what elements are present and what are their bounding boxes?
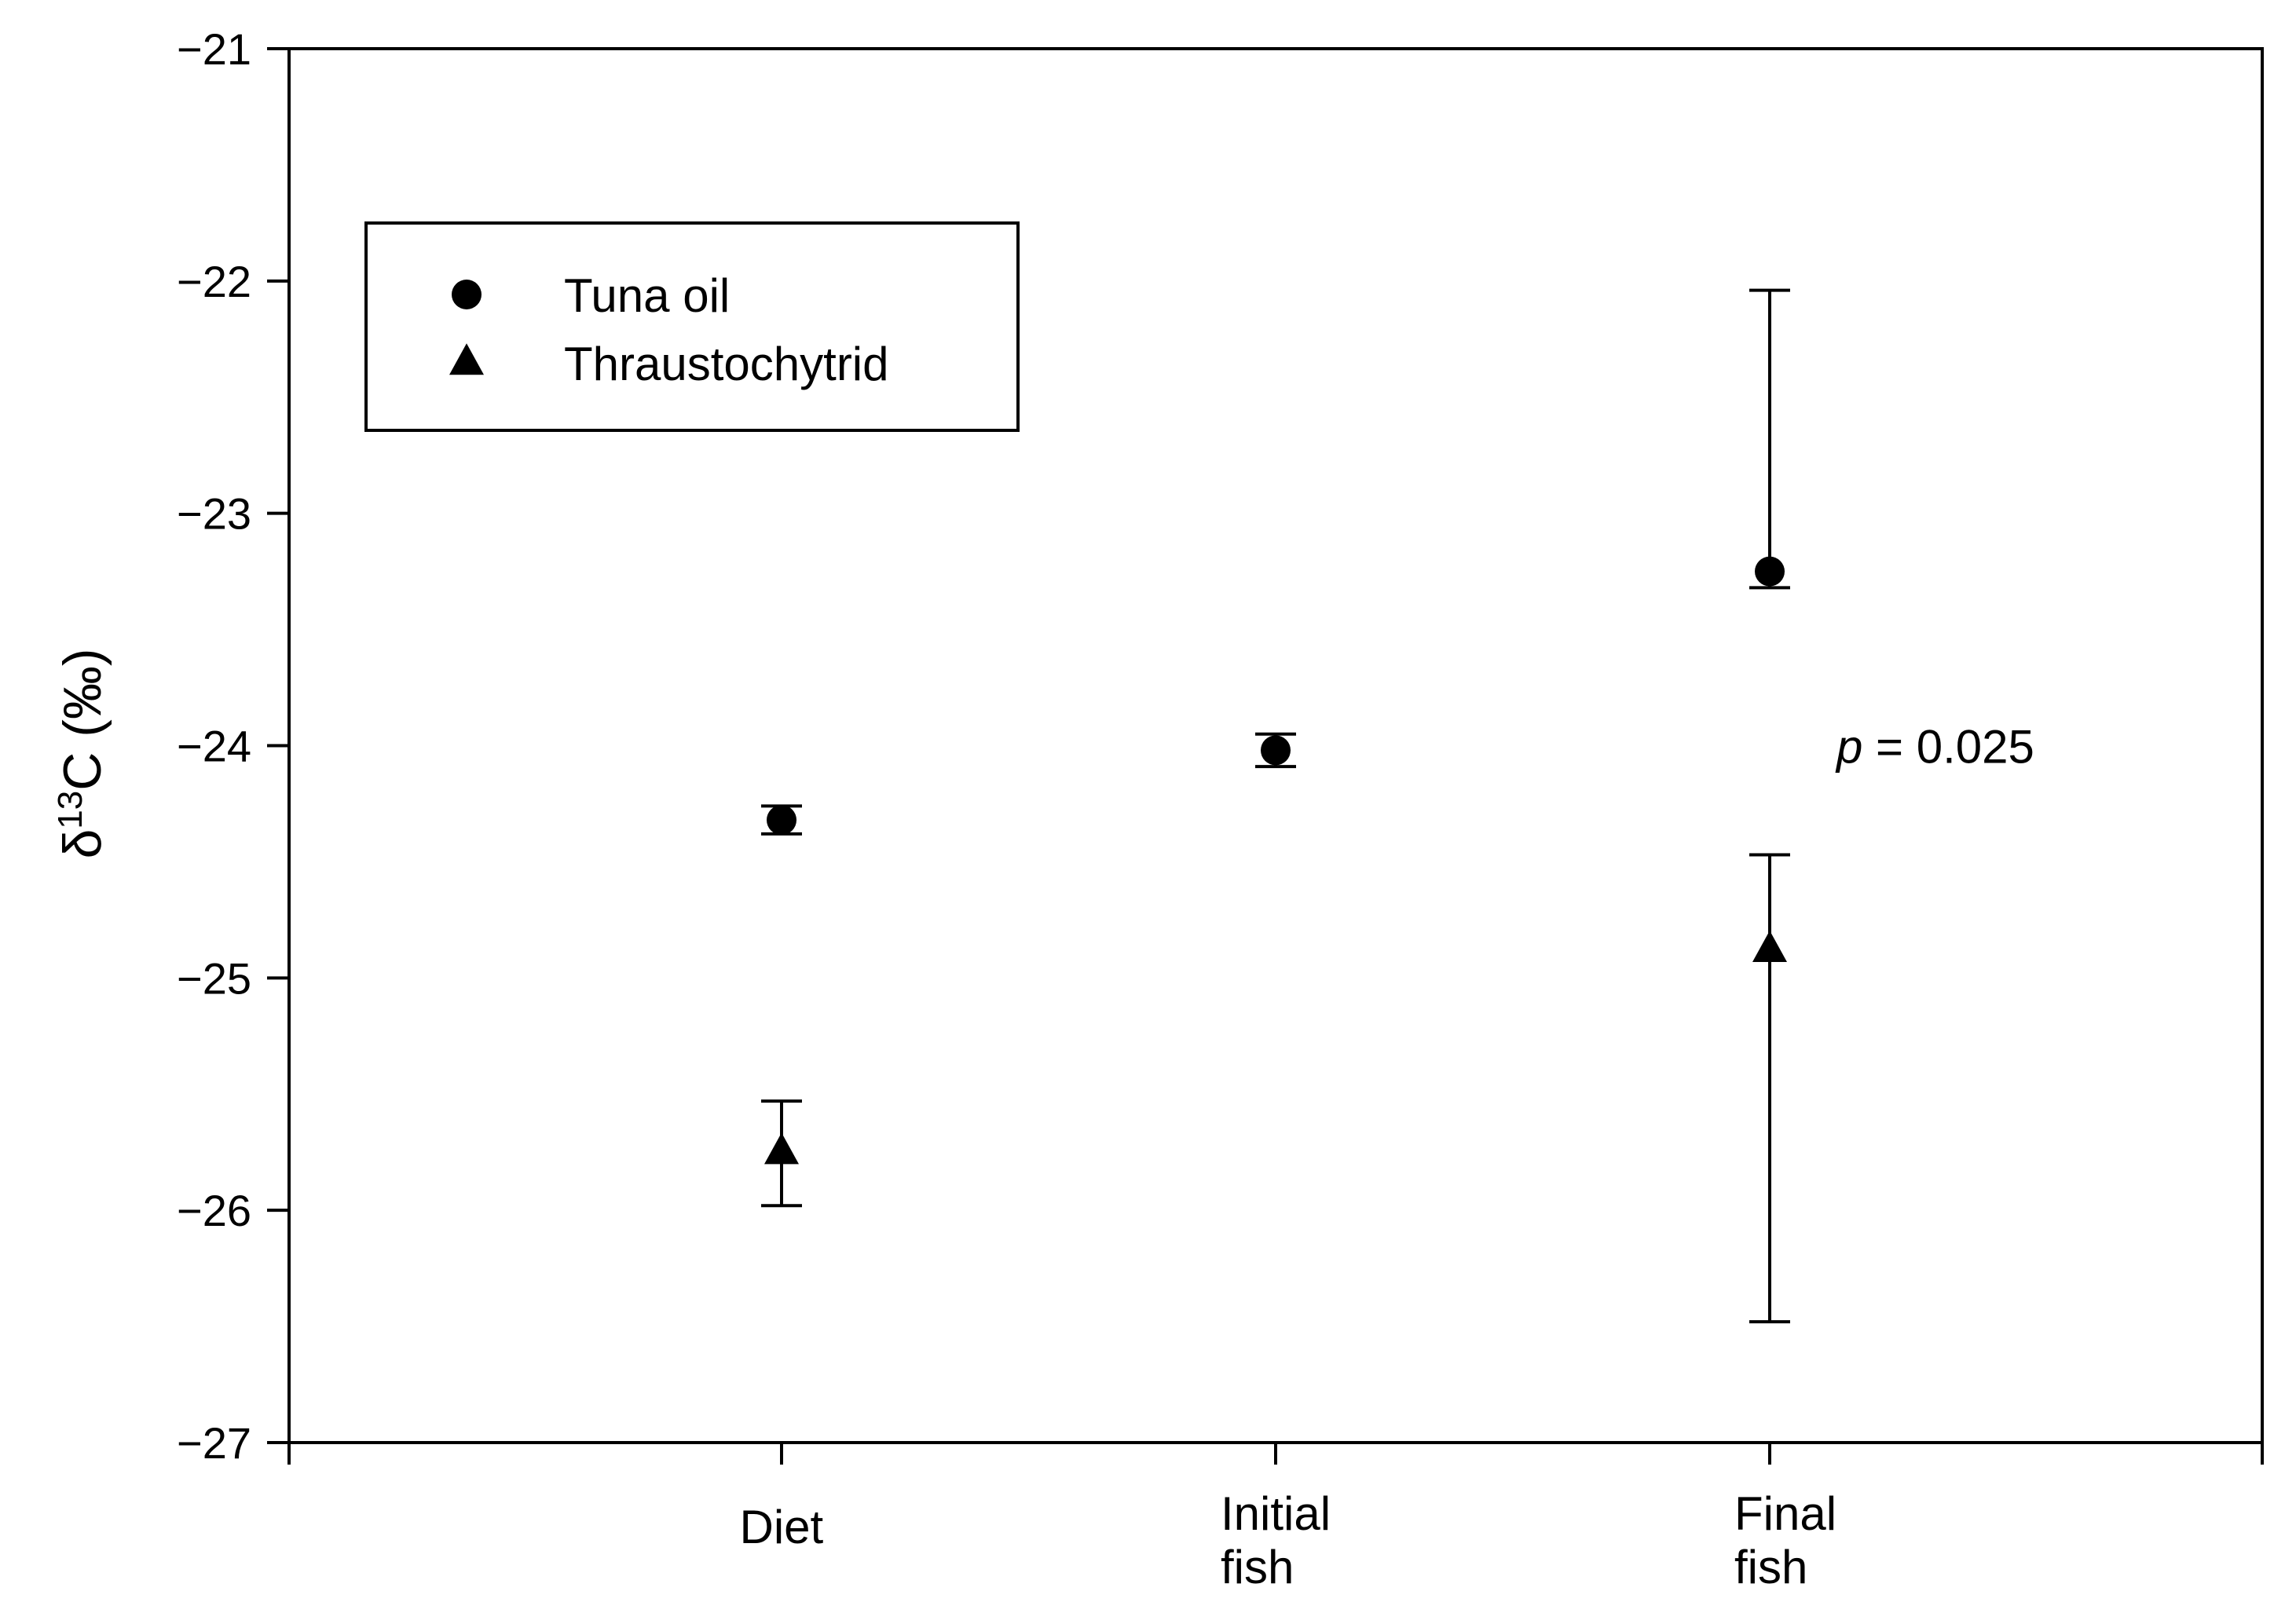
data-point-triangle — [1752, 931, 1787, 963]
legend-marker-triangle — [449, 343, 484, 375]
y-axis-title-rest: C (‰) — [53, 648, 112, 790]
y-tick-label: −24 — [177, 722, 251, 771]
y-tick-label: −25 — [177, 953, 251, 1003]
x-category-label-line: Final — [1734, 1487, 1836, 1540]
error-bars — [761, 288, 1790, 1324]
x-category-label-line: fish — [1221, 1541, 1294, 1593]
data-point-circle — [767, 805, 796, 836]
y-tick-label: −21 — [177, 24, 251, 74]
data-point-circle — [1755, 556, 1785, 587]
y-axis-title: δ13C (‰) — [51, 648, 113, 858]
y-tick-label: −27 — [177, 1418, 251, 1468]
y-axis-label: δ13C (‰) — [51, 648, 113, 858]
data-markers — [764, 556, 1787, 1165]
x-category-label: Diet — [739, 1501, 823, 1553]
legend-box — [364, 221, 1020, 432]
y-tick-label: −23 — [177, 489, 251, 539]
x-category-label-line: Diet — [739, 1501, 823, 1553]
x-category-label: Final fish — [1734, 1487, 1836, 1593]
y-tick-label: −26 — [177, 1186, 251, 1235]
legend: Tuna oil Thraustochytrid — [364, 221, 1020, 432]
x-category-label-line: fish — [1734, 1541, 1807, 1593]
annotations: p = 0.025 — [1835, 721, 2034, 774]
legend-label: Tuna oil — [564, 269, 730, 322]
y-tick-label: −22 — [177, 257, 251, 306]
y-axis-title-symbol: δ — [53, 829, 112, 859]
p-value-text: = 0.025 — [1862, 721, 2034, 774]
legend-marker-circle — [452, 280, 482, 309]
y-axis-title-superscript: 13 — [51, 791, 90, 829]
data-point-triangle — [764, 1132, 799, 1165]
legend-label: Thraustochytrid — [564, 338, 889, 390]
x-category-label: Initial fish — [1221, 1487, 1331, 1593]
y-axis: −27 −26 −25 −24 −23 −22 −21 — [177, 24, 289, 1468]
p-value-annotation: p = 0.025 — [1835, 721, 2034, 774]
x-category-label-line: Initial — [1221, 1487, 1331, 1540]
data-point-circle — [1261, 735, 1291, 766]
p-value-symbol: p — [1835, 721, 1862, 774]
